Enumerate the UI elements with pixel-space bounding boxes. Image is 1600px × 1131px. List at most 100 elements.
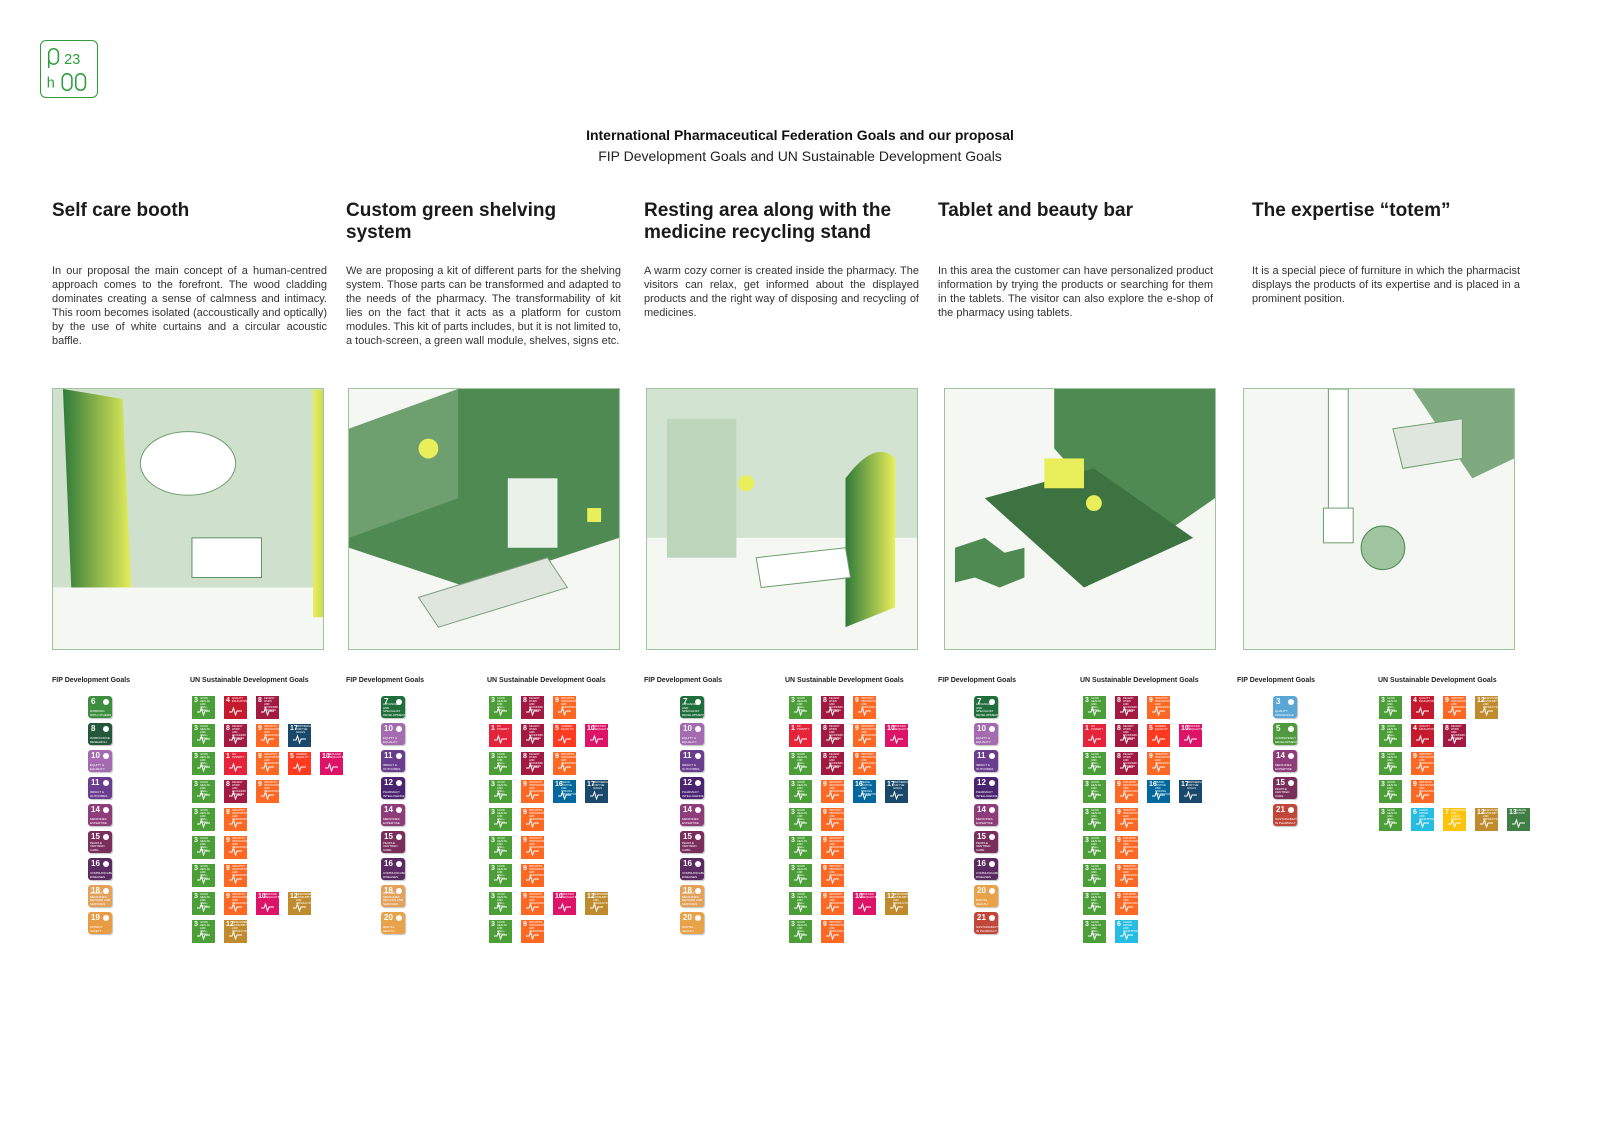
fip-goal-icon: [989, 726, 995, 732]
sdg-9-tile: 9Industry, innovation and infrastructure: [521, 808, 544, 831]
fip-goal-icon: [103, 699, 109, 705]
fip-goal-number: 14: [91, 805, 100, 814]
sdg-3-icon: [794, 902, 807, 912]
fip-goal-icon: [103, 780, 109, 786]
sdg-9-icon: [229, 846, 242, 856]
sdg-9-icon: [1448, 706, 1461, 716]
sdg-label: Good health and well-being: [497, 809, 508, 824]
sdg-label: Industry, innovation and infrastructure: [829, 893, 844, 905]
fip-goal-19-tile: 19 Patient safety: [88, 912, 112, 934]
fip-goal-20-tile: 20 Digital health: [680, 912, 704, 934]
sdg-3-tile: 3 Good health and well-being: [1083, 752, 1106, 775]
fip-goal-14-tile: 14 Medicines expertise: [680, 804, 704, 826]
sdg-number: 3: [791, 865, 795, 872]
sdg-number: 8: [258, 697, 262, 704]
sdg-4-tile: 4 Quality education: [224, 696, 247, 719]
sdg-8-tile: 8 Decent work and economic growth: [521, 724, 544, 747]
fip-goal-icon: [103, 915, 109, 921]
sdg-label: Good health and well-being: [200, 725, 211, 740]
sdg-number: 3: [194, 725, 198, 732]
sdg-label: Industry, innovation and infrastructure: [1123, 781, 1138, 793]
fip-goals-heading: FIP Development Goals: [644, 677, 723, 684]
sdg-10-tile: 10Reduced inequalities: [853, 892, 876, 915]
sdg-8-tile: 8 Decent work and economic growth: [821, 752, 844, 775]
fip-goal-11-tile: 11 Impact & outcomes: [88, 777, 112, 799]
sdg-16-tile: 16Peace, justice and strong institutions: [1147, 780, 1170, 803]
sdg-6-icon: [1416, 818, 1429, 828]
fip-goal-12-tile: 12 Pharmacy intelligence: [974, 777, 998, 799]
sdg-number: 9: [1149, 697, 1153, 704]
sdg-3-icon: [197, 930, 210, 940]
sdg-4-tile: 4 Quality education: [1411, 724, 1434, 747]
sdg-number: 3: [1381, 725, 1385, 732]
sdg-5-icon: [558, 734, 571, 744]
sdg-number: 12: [1477, 697, 1485, 704]
sdg-label: Responsible consumption and production: [296, 893, 311, 905]
sdg-9-icon: [526, 902, 539, 912]
sdg-3-icon: [494, 790, 507, 800]
sdg-number: 12: [887, 893, 895, 900]
sdg-9-tile: 9Industry, innovation and infrastructure: [853, 752, 876, 775]
sdg-3-tile: 3 Good health and well-being: [192, 780, 215, 803]
sdg-label: Gender equality: [1155, 725, 1168, 731]
fip-goal-label: Medicines expertise: [1275, 763, 1292, 771]
fip-goal-label: Impact & outcomes: [976, 763, 994, 771]
column-heading: Custom green shelving system: [346, 200, 557, 243]
sdg-number: 5: [290, 753, 294, 760]
fip-goal-number: 18: [91, 886, 100, 895]
fip-goal-icon: [695, 780, 701, 786]
sdg-number: 8: [823, 725, 827, 732]
sdg-7-icon: [1448, 818, 1461, 828]
sdg-3-tile: 3 Good health and well-being: [489, 696, 512, 719]
fip-goal-18-tile: 18 Access to medicines, devices and servi…: [381, 885, 405, 907]
sdg-9-tile: 9Industry, innovation and infrastructure: [821, 864, 844, 887]
sdg-17-tile: 17Partnerships for the goals: [885, 780, 908, 803]
sdg-number: 3: [194, 837, 198, 844]
sdg-1-tile: 1 No poverty: [224, 752, 247, 775]
sdg-5-tile: 5 Gender equality: [288, 752, 311, 775]
sdg-3-tile: 3 Good health and well-being: [789, 892, 812, 915]
sdg-8-tile: 8 Decent work and economic growth: [1115, 696, 1138, 719]
sdg-label: Good health and well-being: [497, 753, 508, 768]
sdg-label: Industry, innovation and infrastructure: [829, 809, 844, 821]
sdg-number: 3: [1085, 921, 1089, 928]
sdg-number: 3: [194, 809, 198, 816]
sdg-number: 10: [555, 893, 563, 900]
fip-goal-number: 16: [91, 859, 100, 868]
fip-goal-icon: [103, 834, 109, 840]
sdg-3-icon: [794, 790, 807, 800]
fip-goal-icon: [989, 807, 995, 813]
sdg-number: 17: [887, 781, 895, 788]
sdg-number: 9: [855, 697, 859, 704]
sdg-number: 1: [491, 725, 495, 732]
sdg-3-tile: 3 Good health and well-being: [1379, 808, 1402, 831]
sdg-10-tile: 10Reduced inequalities: [885, 724, 908, 747]
sdg-3-tile: 3 Good health and well-being: [789, 836, 812, 859]
fip-goal-label: Patient safety: [90, 925, 103, 933]
sdg-label: Affordable and clean energy: [1451, 809, 1466, 821]
fip-goal-label: Equity & equality: [383, 736, 398, 744]
sdg-label: Good health and well-being: [797, 837, 808, 852]
sdg-number: 9: [523, 837, 527, 844]
sdg-label: Industry, innovation and infrastructure: [1155, 697, 1170, 709]
fip-goal-number: 3: [1276, 697, 1281, 706]
sdg-9-icon: [1416, 762, 1429, 772]
sdg-label: Good health and well-being: [1091, 697, 1102, 712]
sdg-10-icon: [558, 902, 571, 912]
fip-goal-number: 15: [683, 832, 692, 841]
sdg-17-icon: [1184, 790, 1197, 800]
sdg-number: 9: [1413, 753, 1417, 760]
fip-goal-icon: [1288, 780, 1294, 786]
sdg-label: Industry, innovation and infrastructure: [529, 809, 544, 821]
fip-goal-number: 8: [91, 724, 96, 733]
un-goals-heading: UN Sustainable Development Goals: [1080, 677, 1199, 684]
sdg-6-tile: 6 Clean water and sanitation: [1411, 808, 1434, 831]
fip-goal-number: 19: [91, 913, 100, 922]
fip-goal-icon: [396, 726, 402, 732]
un-goals-heading: UN Sustainable Development Goals: [190, 677, 309, 684]
sdg-label: Good health and well-being: [497, 921, 508, 936]
sdg-9-tile: 9Industry, innovation and infrastructure: [1411, 752, 1434, 775]
sdg-label: Good health and well-being: [200, 781, 211, 796]
fip-goal-label: Sustainability in pharmacy: [976, 925, 998, 933]
sdg-3-icon: [1088, 818, 1101, 828]
